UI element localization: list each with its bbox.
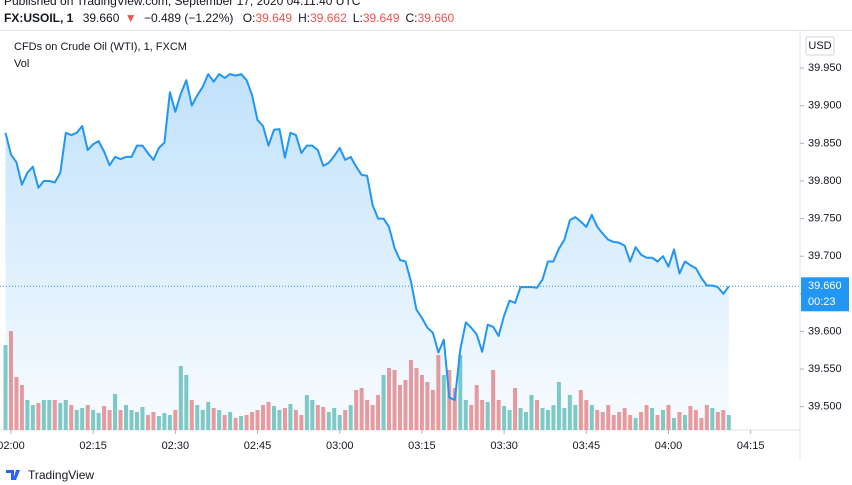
countdown: 00:23	[808, 296, 836, 308]
last-price-box	[801, 277, 849, 312]
area-fill	[5, 74, 729, 430]
published: Published on TradingView.com, September …	[4, 0, 361, 8]
x-tick-label: 02:30	[162, 440, 190, 452]
y-tick-label: 39.700	[808, 250, 842, 262]
x-tick-label: 02:00	[0, 440, 25, 452]
ohlc-value: 39.660	[418, 11, 455, 25]
series-name: CFDs on Crude Oil (WTI), 1, FXCM	[14, 41, 187, 53]
x-tick-label: 04:15	[737, 440, 765, 452]
footer-logo	[6, 470, 20, 480]
last-price-label: 39.660	[808, 280, 842, 292]
currency: USD	[808, 40, 831, 52]
brand: TradingView	[28, 468, 94, 482]
y-tick-label: 39.950	[808, 62, 842, 74]
x-tick-label: 02:45	[244, 440, 272, 452]
y-tick-label: 39.800	[808, 175, 842, 187]
divider	[0, 30, 852, 31]
y-tick-label: 39.600	[808, 325, 842, 337]
y-tick-label: 39.500	[808, 401, 842, 413]
ohlc-key: H:	[298, 11, 310, 25]
ohlc-value: 39.662	[310, 11, 347, 25]
x-tick-label: 02:15	[79, 440, 107, 452]
ohlc-value: 39.649	[255, 11, 292, 25]
ohlc-key: O:	[243, 11, 256, 25]
volume-name: Vol	[14, 58, 29, 70]
price-line	[4, 73, 730, 401]
ohlc-key: L:	[353, 11, 363, 25]
price: 39.660	[83, 11, 120, 25]
change: −0.489 (−1.22%)	[144, 11, 233, 25]
x-tick-label: 04:00	[655, 440, 683, 452]
x-tick-label: 03:30	[490, 440, 518, 452]
header-line: FX:USOIL, 1 39.660 ▼ −0.489 (−1.22%) O:3…	[4, 11, 455, 25]
x-tick-label: 03:45	[573, 440, 601, 452]
x-tick-label: 03:00	[326, 440, 354, 452]
currency-button[interactable]	[805, 36, 835, 56]
y-tick-label: 39.550	[808, 363, 842, 375]
plot	[3, 73, 731, 430]
y-tick-label: 39.750	[808, 212, 842, 224]
y-tick-label: 39.900	[808, 100, 842, 112]
logo-icon	[6, 470, 20, 480]
symbol: FX:USOIL, 1	[4, 11, 74, 25]
ohlc-key: C:	[406, 11, 418, 25]
ohlc-value: 39.649	[363, 11, 400, 25]
x-tick-label: 03:15	[408, 440, 436, 452]
volume-bar	[3, 345, 8, 430]
y-tick-label: 39.850	[808, 137, 842, 149]
arrow: ▼	[125, 11, 137, 25]
